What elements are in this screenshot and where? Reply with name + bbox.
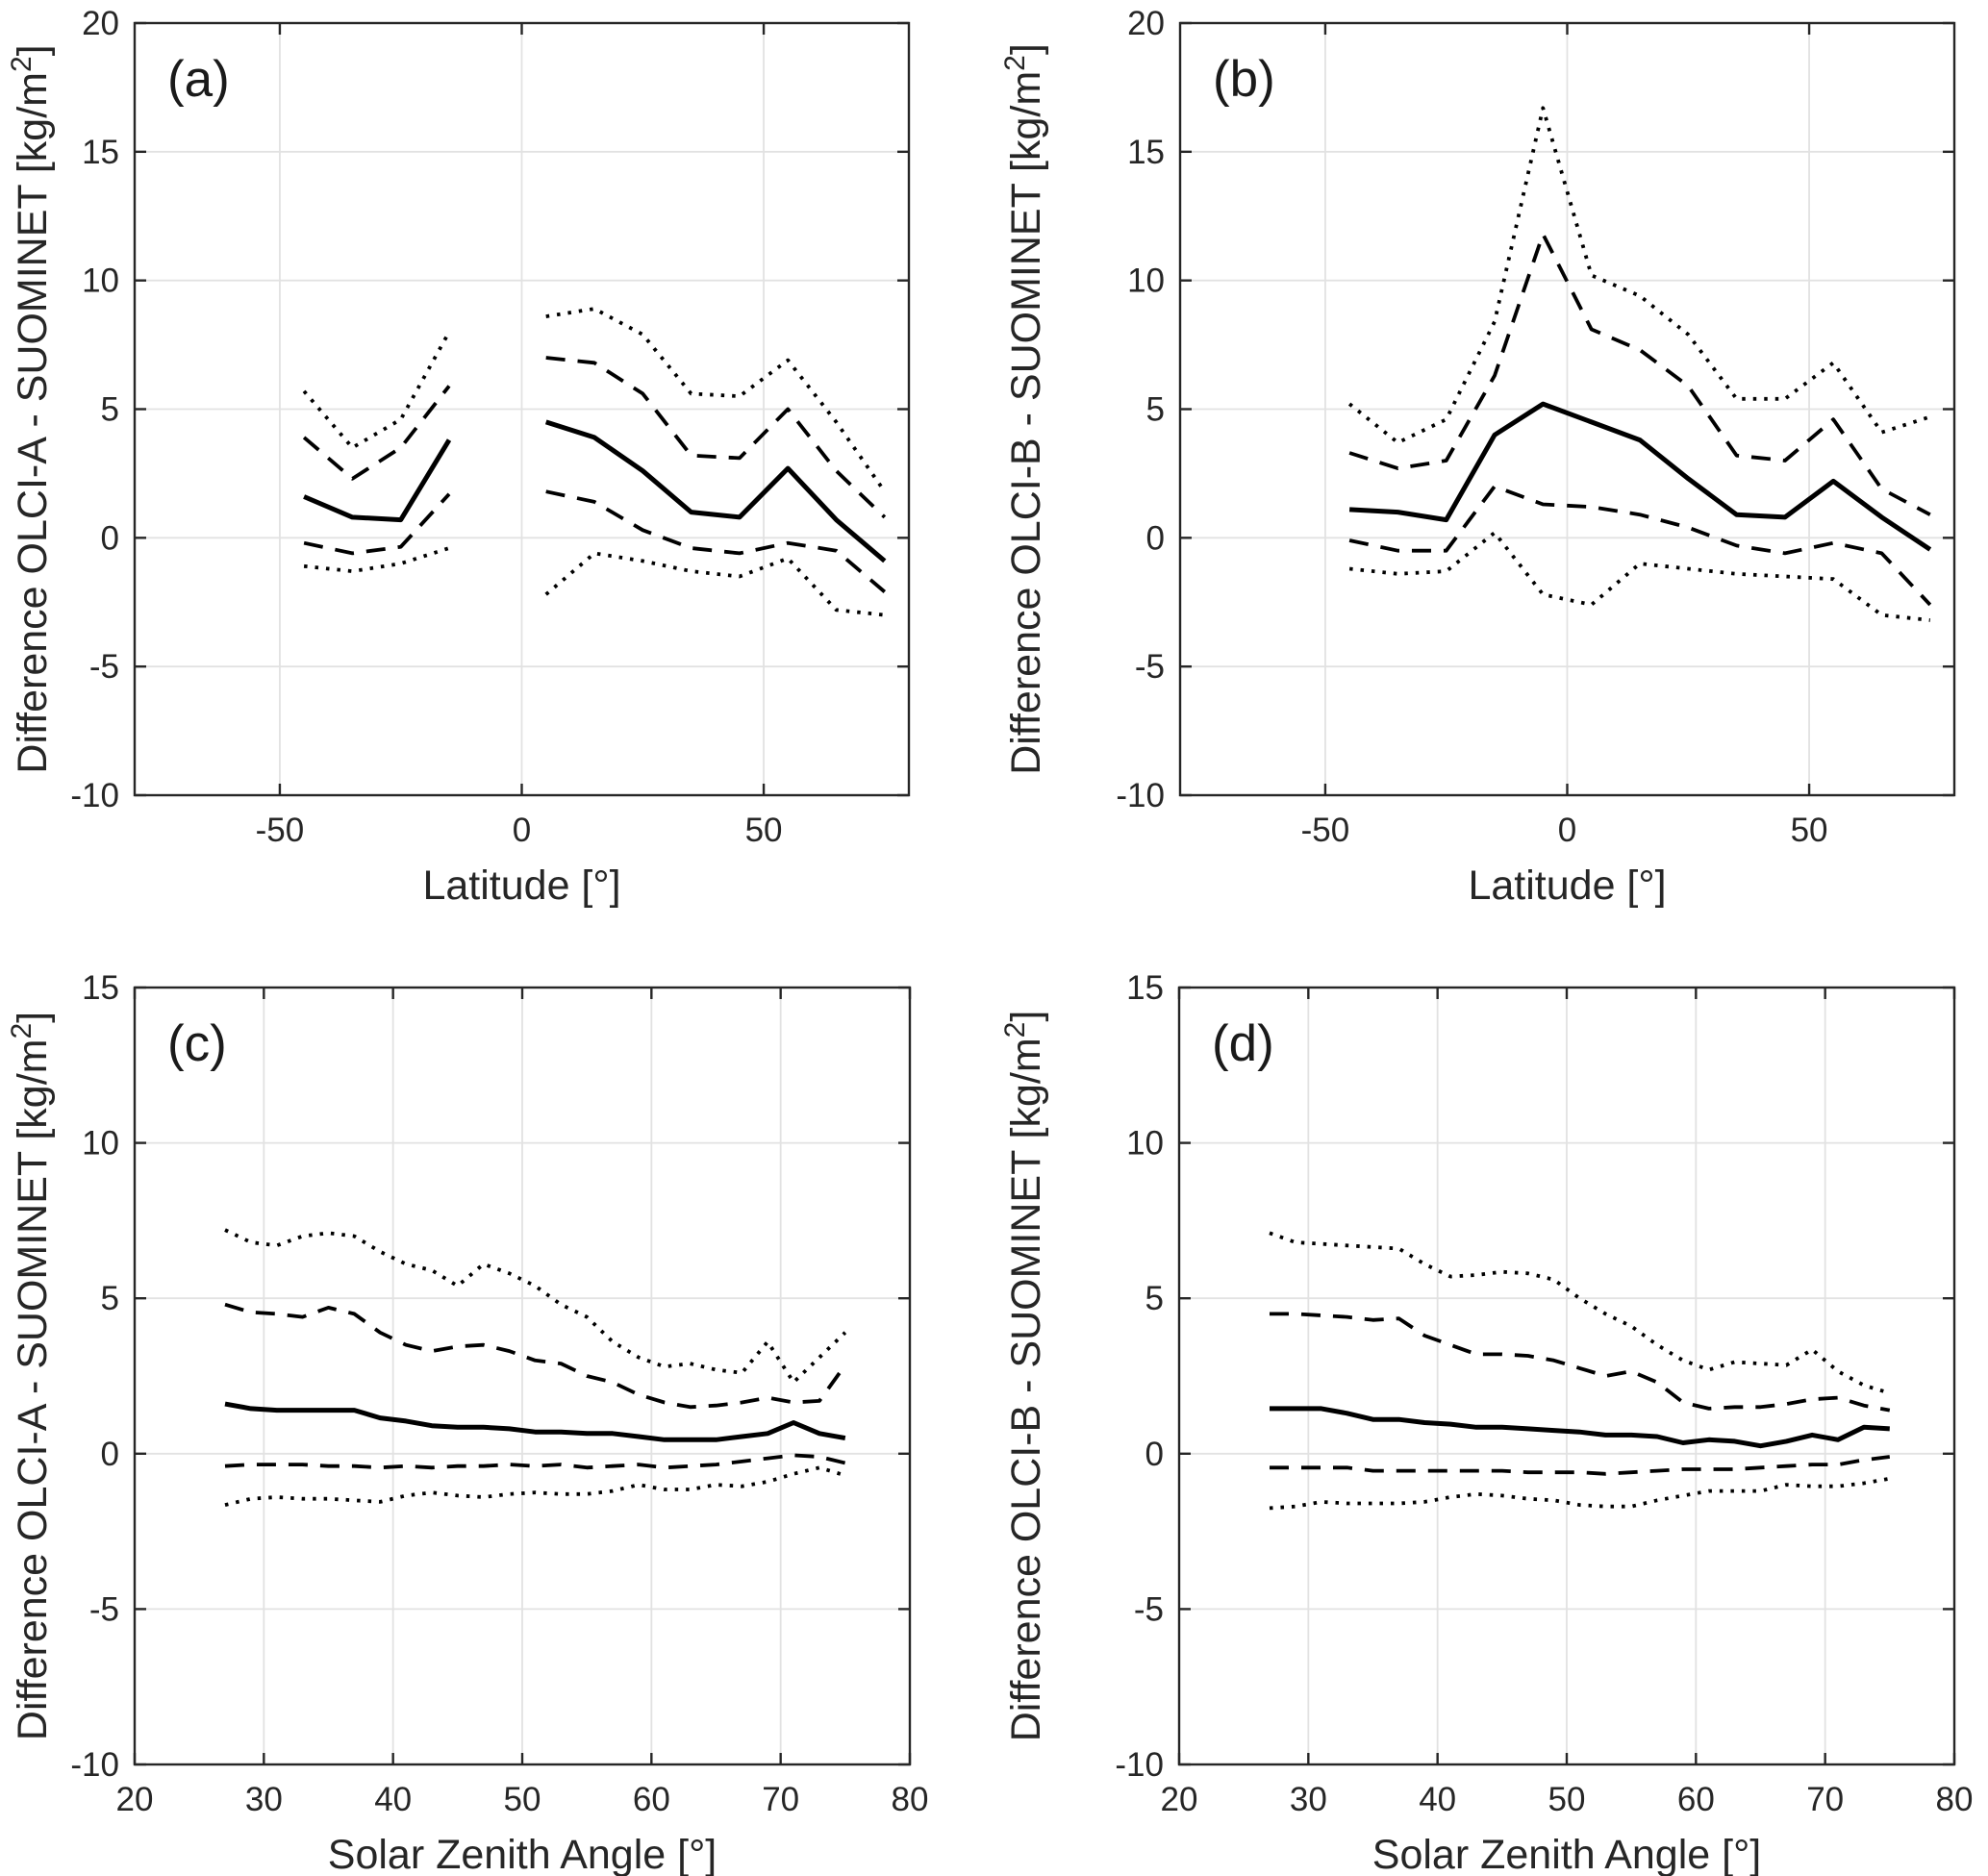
y-tick-label: 20 bbox=[1127, 5, 1165, 42]
x-axis-label: Solar Zenith Angle [°] bbox=[328, 1832, 717, 1876]
series-upper-dashed-quartile bbox=[545, 356, 887, 519]
series-upper-dashed-quartile bbox=[302, 385, 451, 481]
y-axis-label: Difference OLCI-A - SUOMINET [kg/m2] bbox=[6, 44, 56, 773]
y-tick-label: -5 bbox=[89, 1590, 119, 1628]
panel-letter: (d) bbox=[1212, 1015, 1274, 1072]
panel-latitude-olci-a: -50 0 50 -10 -5 0 5 10 15 20 Latitude [°] Differenc… bbox=[0, 0, 994, 938]
x-tick-label: 60 bbox=[633, 1781, 670, 1818]
x-tick-label: 50 bbox=[504, 1781, 541, 1818]
x-tick-label: 80 bbox=[892, 1781, 929, 1818]
series-median-solid bbox=[544, 419, 887, 563]
x-tick-label: 40 bbox=[374, 1781, 412, 1818]
series-upper-dotted-percentile bbox=[1269, 1231, 1891, 1395]
chart-canvas-olci-b-sza: 20 30 40 50 60 70 80 -10 -5 0 5 10 15 Solar Zenith An… bbox=[999, 969, 1974, 1876]
y-tick-label: -5 bbox=[1134, 1590, 1164, 1628]
x-tick-label: 0 bbox=[513, 812, 531, 849]
series-lower-dashed-quartile bbox=[1270, 1455, 1891, 1476]
x-tick-label: 60 bbox=[1677, 1781, 1715, 1818]
x-tick-label: -50 bbox=[1301, 812, 1350, 849]
series-lower-dashed-quartile bbox=[545, 489, 887, 593]
x-tick-label: 20 bbox=[1161, 1781, 1198, 1818]
series-lower-dotted-percentile bbox=[1269, 1476, 1891, 1511]
series-lower-dotted-percentile bbox=[303, 546, 450, 573]
panel-letter: (a) bbox=[167, 51, 230, 108]
series-lower-dashed-quartile bbox=[224, 1453, 846, 1470]
series-upper-dashed-quartile bbox=[224, 1302, 847, 1410]
series-lower-dotted-percentile bbox=[544, 551, 885, 617]
x-tick-label: -50 bbox=[256, 812, 305, 849]
y-tick-label: 5 bbox=[101, 1280, 119, 1317]
series-median-solid bbox=[224, 1401, 846, 1442]
y-tick-label: 5 bbox=[101, 391, 119, 429]
y-tick-label: -10 bbox=[1115, 1746, 1164, 1784]
y-tick-label: -10 bbox=[70, 1746, 119, 1784]
y-tick-label: 20 bbox=[82, 5, 119, 42]
x-tick-label: 0 bbox=[1558, 812, 1576, 849]
x-tick-label: 70 bbox=[1806, 1781, 1844, 1818]
y-tick-label: 15 bbox=[82, 969, 119, 1007]
x-tick-label: 50 bbox=[1791, 812, 1828, 849]
y-tick-label: 15 bbox=[1127, 134, 1165, 171]
x-tick-label: 20 bbox=[116, 1781, 154, 1818]
series-upper-dotted-percentile bbox=[1347, 106, 1931, 445]
series-upper-dotted-percentile bbox=[545, 307, 887, 493]
x-tick-label: 50 bbox=[1548, 1781, 1586, 1818]
y-axis-label: Difference OLCI-A - SUOMINET [kg/m2] bbox=[6, 1012, 56, 1740]
y-tick-label: 15 bbox=[82, 134, 119, 171]
x-tick-label: 80 bbox=[1936, 1781, 1974, 1818]
y-tick-label: -5 bbox=[1135, 648, 1165, 686]
x-tick-label: 30 bbox=[1290, 1781, 1327, 1818]
y-tick-label: 10 bbox=[1126, 1125, 1164, 1163]
y-tick-label: 10 bbox=[82, 1125, 119, 1163]
series-lower-dotted-percentile bbox=[224, 1465, 846, 1507]
x-tick-label: 70 bbox=[762, 1781, 799, 1818]
series-lower-dotted-percentile bbox=[1348, 531, 1931, 622]
y-tick-label: 0 bbox=[101, 519, 119, 557]
y-tick-label: -10 bbox=[1116, 777, 1165, 814]
panel-letter: (c) bbox=[167, 1015, 227, 1072]
y-tick-label: 0 bbox=[1145, 1436, 1164, 1473]
panel-sza-olci-a: 20 30 40 50 60 70 80 -10 -5 0 5 10 15 Solar Zenith An… bbox=[0, 938, 994, 1876]
series-upper-dotted-percentile bbox=[302, 331, 451, 450]
series-lower-dashed-quartile bbox=[303, 492, 451, 556]
y-tick-label: 0 bbox=[101, 1436, 119, 1473]
series-lower-dashed-quartile bbox=[1348, 484, 1932, 607]
y-tick-label: 10 bbox=[82, 263, 119, 300]
y-tick-label: 5 bbox=[1145, 1280, 1164, 1317]
x-axis-label: Latitude [°] bbox=[1468, 863, 1666, 909]
series-median-solid bbox=[303, 438, 452, 523]
y-tick-label: 5 bbox=[1146, 391, 1165, 429]
chart-canvas-olci-a-sza: 20 30 40 50 60 70 80 -10 -5 0 5 10 15 Solar Zenith An… bbox=[6, 969, 929, 1876]
y-tick-label: 15 bbox=[1126, 969, 1164, 1007]
panel-sza-olci-b: 20 30 40 50 60 70 80 -10 -5 0 5 10 15 Solar Zenith An… bbox=[994, 938, 1988, 1876]
x-axis-label: Latitude [°] bbox=[422, 863, 620, 909]
series-upper-dashed-quartile bbox=[1270, 1312, 1891, 1413]
x-axis-label: Solar Zenith Angle [°] bbox=[1372, 1832, 1761, 1876]
y-tick-label: -10 bbox=[70, 777, 119, 814]
y-axis-label: Difference OLCI-B - SUOMINET [kg/m2] bbox=[999, 43, 1049, 775]
x-tick-label: 40 bbox=[1419, 1781, 1456, 1818]
y-axis-label: Difference OLCI-B - SUOMINET [kg/m2] bbox=[999, 1011, 1049, 1742]
y-tick-label: -5 bbox=[89, 648, 119, 686]
series-median-solid bbox=[1270, 1406, 1890, 1449]
x-tick-label: 50 bbox=[745, 812, 783, 849]
panel-letter: (b) bbox=[1213, 51, 1275, 108]
series-median-solid bbox=[1348, 401, 1932, 552]
panel-latitude-olci-b: -50 0 50 -10 -5 0 5 10 15 20 Latitude [°] Differenc… bbox=[994, 0, 1988, 938]
y-tick-label: 0 bbox=[1146, 519, 1165, 557]
x-tick-label: 30 bbox=[245, 1781, 283, 1818]
series-upper-dashed-quartile bbox=[1348, 232, 1931, 516]
y-tick-label: 10 bbox=[1127, 263, 1165, 300]
